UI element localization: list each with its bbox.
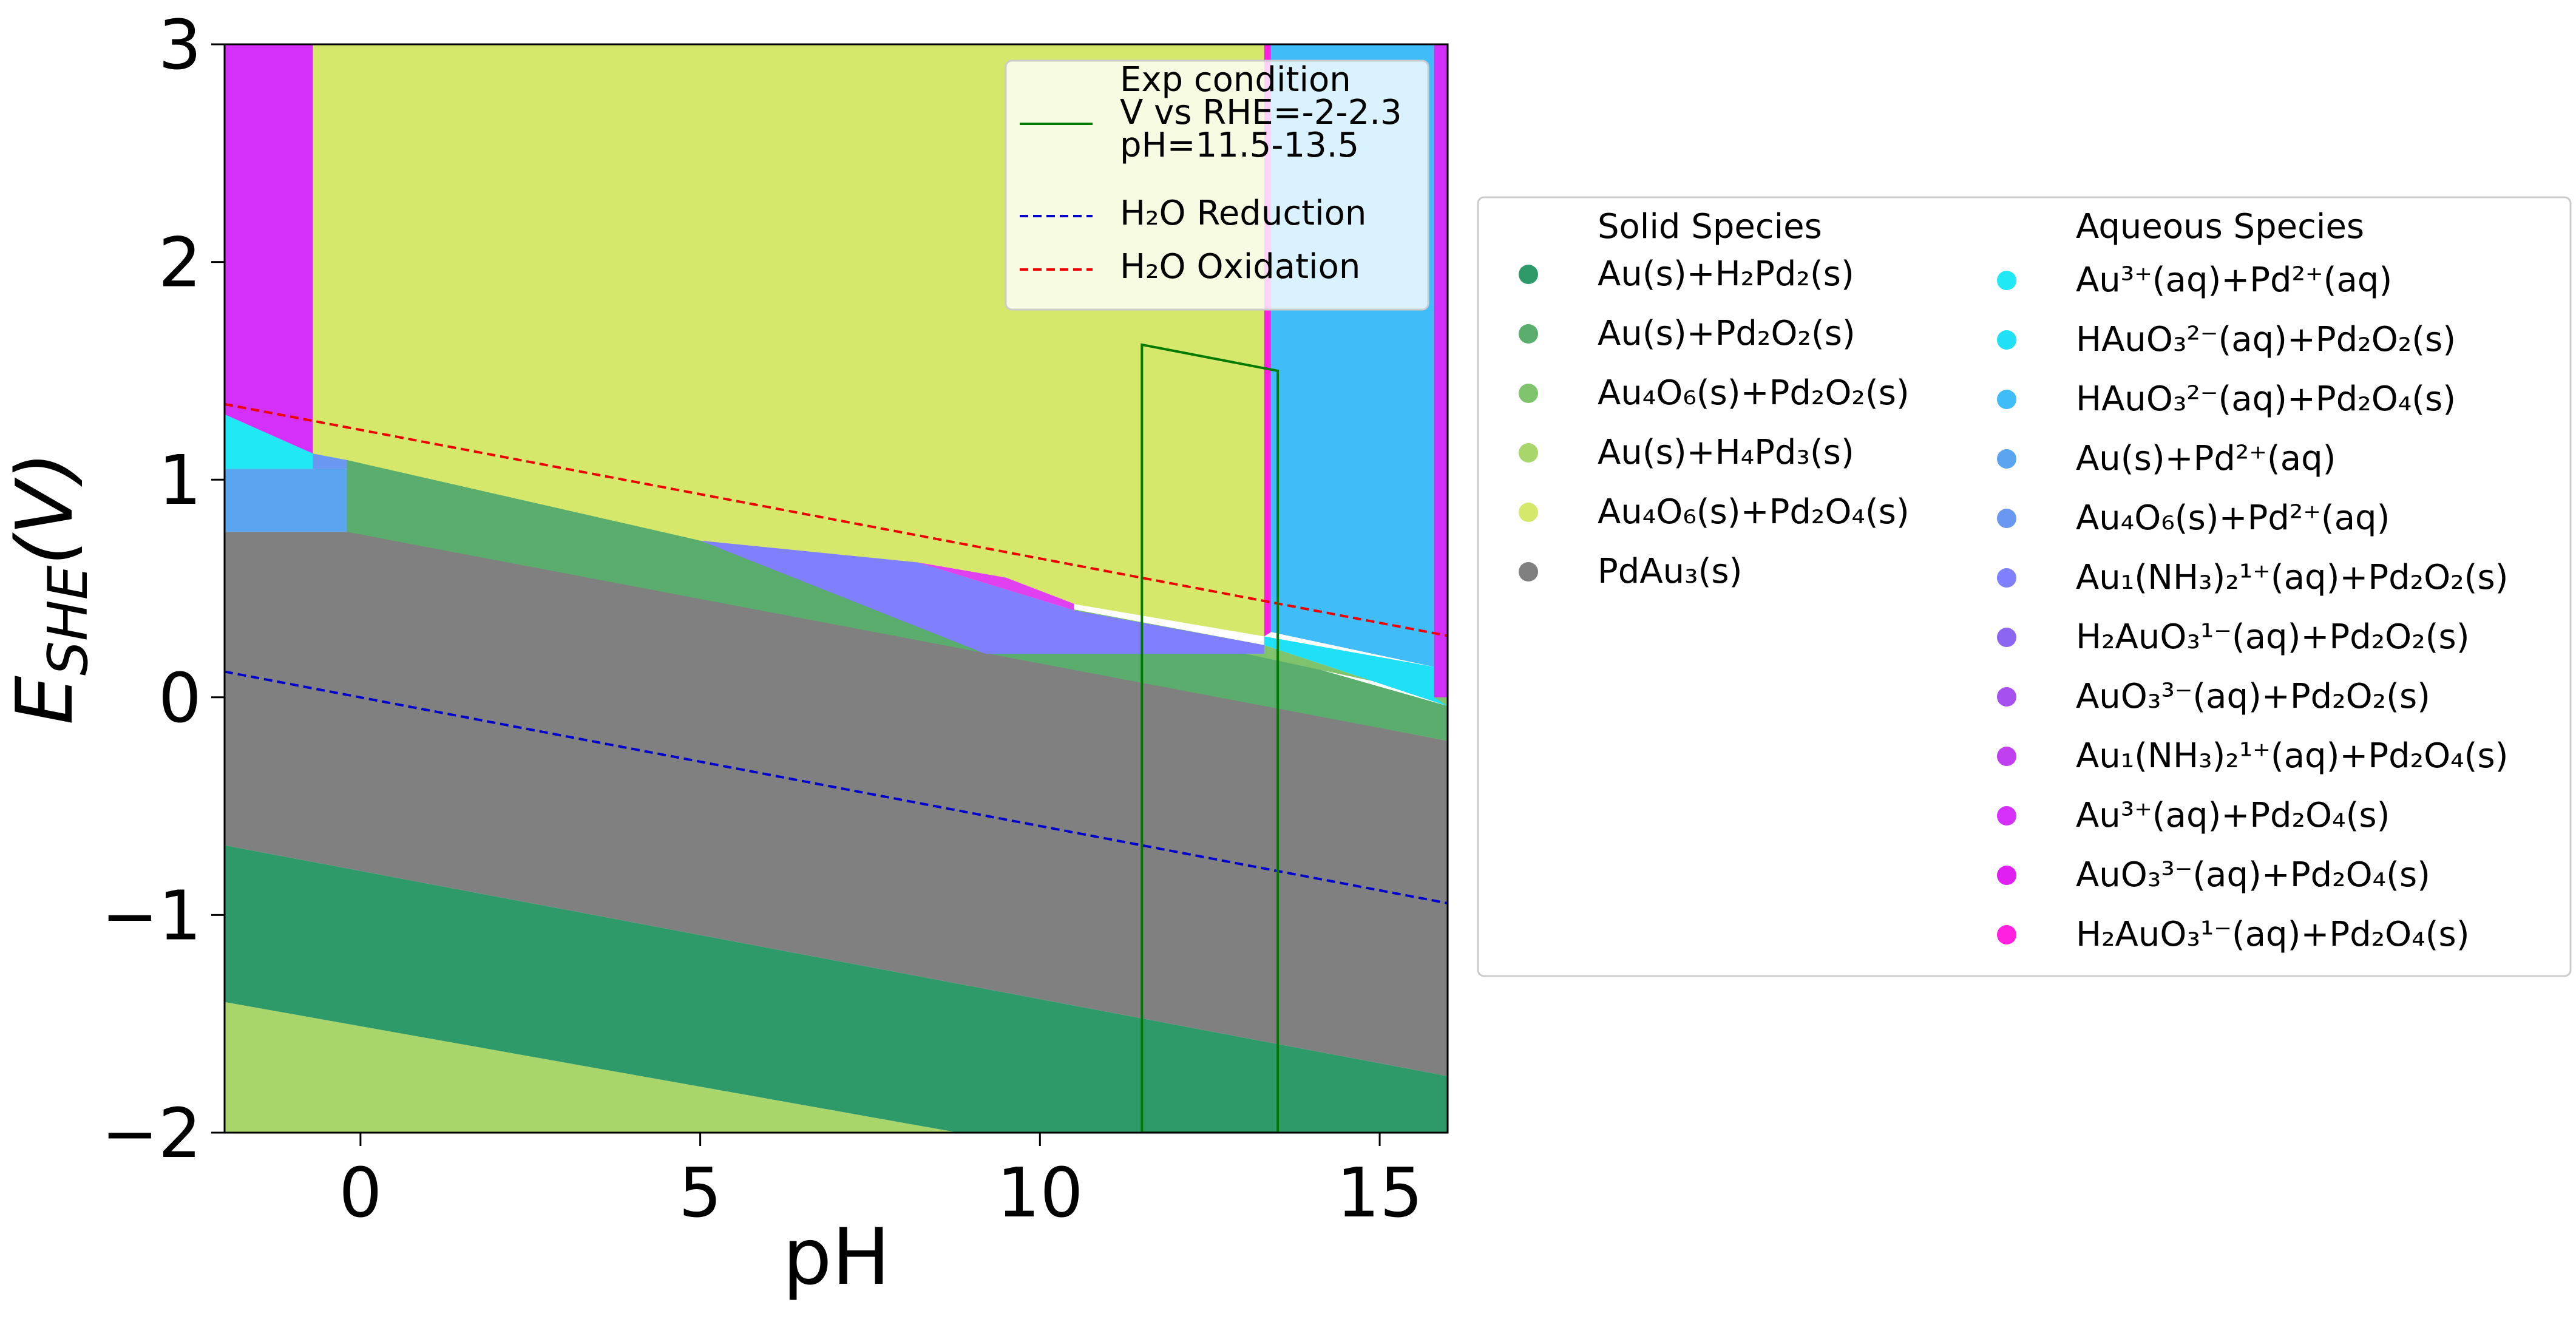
plot-frame	[223, 43, 1449, 1134]
aqueous-legend-label: Au₄O₆(s)+Pd²⁺(aq)	[2076, 498, 2390, 538]
x-tick-label: 0	[339, 1154, 382, 1233]
y-tick-label: −2	[101, 1094, 202, 1173]
aqueous-legend-marker	[1997, 687, 2016, 707]
x-axis-ticks: 0 5 10 15	[339, 1133, 1423, 1233]
inset-legend-label-red: H₂O Reduction	[1120, 194, 1366, 233]
aqueous-legend-marker	[1997, 330, 2016, 350]
aqueous-species-title: Aqueous Species	[2076, 207, 2364, 246]
x-tick-label: 5	[679, 1154, 722, 1233]
aqueous-legend-label: H₂AuO₃¹⁻(aq)+Pd₂O₄(s)	[2076, 915, 2470, 954]
inset-legend-label-ox: H₂O Oxidation	[1120, 247, 1360, 287]
region-au-s-pd2-aq	[225, 469, 347, 532]
inset-legend-label-exp: pH=11.5-13.5	[1120, 126, 1359, 165]
y-axis-label: ESHE(V)	[0, 452, 100, 725]
species-legend: Solid Species Aqueous Species Au(s)+H₂Pd…	[1477, 196, 2572, 977]
aqueous-legend-label: HAuO₃²⁻(aq)+Pd₂O₄(s)	[2076, 379, 2456, 419]
aqueous-legend-marker	[1997, 866, 2016, 885]
region-au4o6-s-pd2-aq	[313, 453, 347, 469]
solid-legend-label: Au(s)+Pd₂O₂(s)	[1598, 314, 1856, 353]
aqueous-legend-label: Au₁(NH₃)₂¹⁺(aq)+Pd₂O₂(s)	[2076, 558, 2509, 597]
solid-legend-marker	[1519, 384, 1538, 403]
aqueous-legend-label: Au₁(NH₃)₂¹⁺(aq)+Pd₂O₄(s)	[2076, 736, 2509, 776]
condition-lines	[225, 343, 1448, 1133]
species-legend-box	[1477, 196, 2572, 977]
solid-legend-label: Au₄O₆(s)+Pd₂O₂(s)	[1598, 373, 1910, 413]
y-tick-label: −1	[101, 877, 202, 955]
solid-legend-marker	[1519, 503, 1538, 522]
region-hauo3-2-aq-pd2o2-s	[1264, 636, 1448, 707]
x-axis-label: pH	[782, 1212, 890, 1303]
solid-legend-label: Au(s)+H₂Pd₂(s)	[1598, 254, 1854, 294]
inset-legend-label-exp: V vs RHE=-2-2.3	[1120, 93, 1402, 132]
aqueous-legend-label: H₂AuO₃¹⁻(aq)+Pd₂O₂(s)	[2076, 617, 2470, 657]
aqueous-legend-label: AuO₃³⁻(aq)+Pd₂O₄(s)	[2076, 855, 2430, 895]
aqueous-legend-marker	[1997, 806, 2016, 826]
region-au3-aq-pd2o4-s	[225, 44, 313, 454]
x-tick-label: 15	[1337, 1154, 1423, 1233]
line-h2o-oxidation	[225, 402, 1448, 637]
inset-legend-box	[1005, 59, 1429, 311]
aqueous-legend-marker	[1997, 390, 2016, 409]
region-au1-nh3-2-1-aq-pd2o4-s	[1434, 44, 1448, 697]
inset-legend-label-exp: Exp condition	[1120, 60, 1351, 100]
y-axis-label-main: E	[0, 676, 90, 725]
region-auo3-3-aq-pd2o4-s	[917, 562, 1074, 611]
region-au1-nh3-2-1-aq-pd2o2-s	[700, 540, 1264, 654]
region-au-s-pd2o2-s	[347, 458, 1448, 741]
y-axis-label-sub: SHE	[36, 565, 100, 676]
y-tick-label: 0	[158, 659, 202, 738]
aqueous-legend-marker	[1997, 568, 2016, 588]
region-au3-aq-pd2-aq	[225, 414, 313, 469]
solid-legend-marker	[1519, 562, 1538, 582]
y-tick-label: 2	[158, 224, 202, 303]
aqueous-legend-marker	[1997, 628, 2016, 647]
y-axis-label-tail: (V)	[0, 452, 90, 565]
aqueous-legend-marker	[1997, 925, 2016, 944]
solid-legend-marker	[1519, 324, 1538, 344]
y-tick-label: 1	[158, 441, 202, 520]
aqueous-legend-label: Au³⁺(aq)+Pd₂O₄(s)	[2076, 796, 2390, 835]
aqueous-legend-label: AuO₃³⁻(aq)+Pd₂O₂(s)	[2076, 677, 2430, 716]
aqueous-legend-marker	[1997, 509, 2016, 528]
line-exp-condition	[1141, 343, 1280, 1133]
solid-legend-label: Au₄O₆(s)+Pd₂O₄(s)	[1598, 492, 1910, 532]
aqueous-legend-label: Au³⁺(aq)+Pd²⁺(aq)	[2076, 260, 2392, 300]
aqueous-legend-marker	[1997, 271, 2016, 290]
aqueous-legend-label: HAuO₃²⁻(aq)+Pd₂O₂(s)	[2076, 320, 2456, 359]
aqueous-legend-marker	[1997, 449, 2016, 469]
solid-legend-label: PdAu₃(s)	[1598, 552, 1742, 591]
aqueous-legend-label: Au(s)+Pd²⁺(aq)	[2076, 439, 2336, 478]
x-tick-label: 10	[997, 1154, 1083, 1233]
solid-legend-marker	[1519, 443, 1538, 463]
line-h2o-reduction	[225, 670, 1448, 904]
y-axis-ticks: −2 −1 0 1 2 3	[101, 6, 225, 1173]
solid-legend-marker	[1519, 265, 1538, 284]
aqueous-legend-marker	[1997, 747, 2016, 766]
region-au-s-h4pd3-s	[225, 1002, 1448, 1133]
y-tick-label: 3	[158, 6, 202, 85]
solid-legend-label: Au(s)+H₄Pd₃(s)	[1598, 433, 1854, 472]
solid-species-title: Solid Species	[1598, 207, 1822, 246]
